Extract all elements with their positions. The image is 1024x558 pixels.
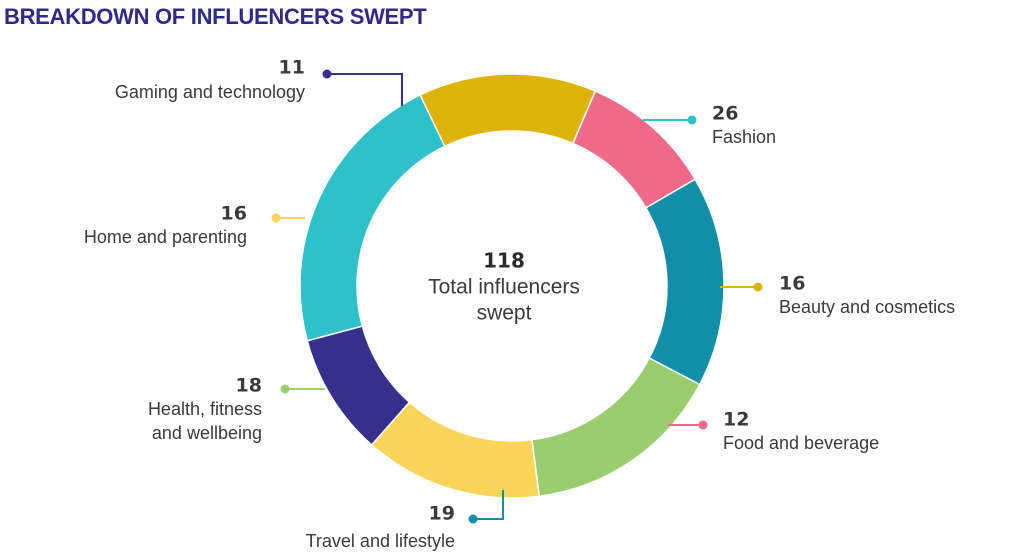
- value-label-beauty-and-cosmetics: 16: [779, 273, 805, 295]
- leader-line-gaming-and-technology: [327, 73, 403, 106]
- value-label-food-and-beverage: 12: [723, 409, 749, 431]
- category-label-food-and-beverage: Food and beverage: [723, 433, 879, 453]
- category-label-health-fitness-and-wellbeing: Health, fitness: [148, 399, 262, 419]
- value-label-health-fitness-and-wellbeing: 18: [236, 375, 262, 397]
- leader-dot-beauty-and-cosmetics: [753, 282, 763, 292]
- value-label-gaming-and-technology: 11: [279, 57, 305, 79]
- leader-dot-health-fitness-and-wellbeing: [280, 384, 290, 394]
- slice-travel-and-lifestyle: [644, 178, 725, 386]
- leader-dot-fashion: [687, 115, 697, 125]
- category-label-gaming-and-technology: Gaming and technology: [115, 82, 305, 102]
- category-label-home-and-parenting: Home and parenting: [84, 227, 247, 247]
- slice-health-fitness-and-wellbeing: [531, 357, 701, 498]
- category-label-travel-and-lifestyle: Travel and lifestyle: [306, 531, 455, 551]
- value-label-fashion: 26: [712, 103, 738, 125]
- leader-dot-gaming-and-technology: [322, 69, 332, 79]
- chart-title: BREAKDOWN OF INFLUENCERS SWEPT: [4, 4, 427, 29]
- category-label-fashion: Fashion: [712, 127, 776, 147]
- slice-gaming-and-technology: [306, 325, 411, 446]
- value-label-travel-and-lifestyle: 19: [429, 503, 455, 525]
- center-total-label: Total influencers: [428, 276, 580, 299]
- category-label-health-fitness-and-wellbeing: and wellbeing: [152, 423, 262, 443]
- category-label-beauty-and-cosmetics: Beauty and cosmetics: [779, 297, 955, 317]
- leader-dot-travel-and-lifestyle: [468, 514, 478, 524]
- slice-fashion: [299, 93, 446, 342]
- center-total-value: 118: [483, 249, 525, 273]
- leader-dot-home-and-parenting: [271, 213, 281, 223]
- leader-line-travel-and-lifestyle: [473, 490, 504, 520]
- leader-dot-food-and-beverage: [698, 420, 708, 430]
- value-label-home-and-parenting: 16: [221, 203, 247, 225]
- center-total-label: swept: [477, 302, 532, 325]
- slice-beauty-and-cosmetics: [419, 73, 597, 148]
